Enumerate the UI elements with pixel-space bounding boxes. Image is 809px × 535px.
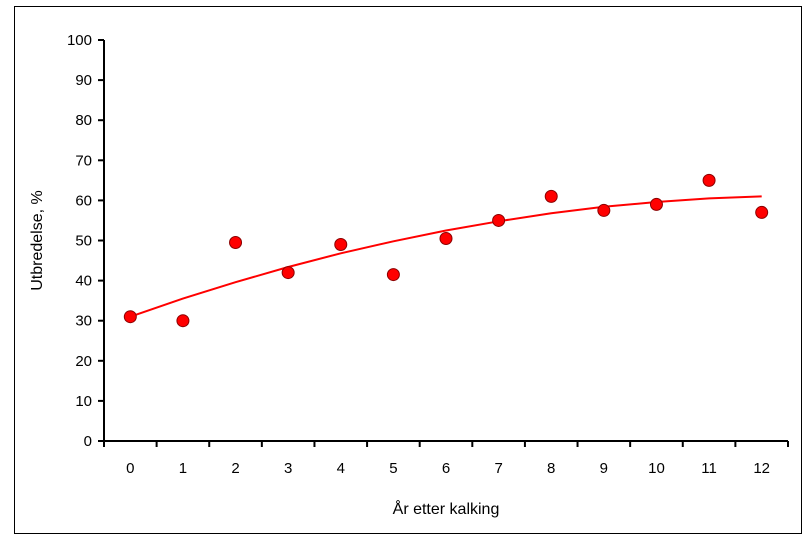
x-tick-label: 3 (284, 460, 292, 477)
data-point (123, 310, 137, 324)
trendline-layer (129, 195, 762, 318)
x-tick-label: 6 (442, 460, 450, 477)
data-point (281, 266, 295, 280)
y-tick-label: 70 (75, 152, 92, 169)
data-point (334, 238, 348, 252)
trendline (129, 195, 762, 318)
x-tick-label: 11 (701, 460, 717, 477)
y-tick-label: 40 (75, 273, 92, 290)
data-point (544, 189, 558, 203)
y-tick-label: 90 (75, 72, 92, 89)
x-tick-label: 4 (337, 460, 345, 477)
y-tick-label: 20 (75, 353, 92, 370)
y-tick-label: 50 (75, 233, 92, 250)
y-tick-label: 0 (84, 433, 92, 450)
y-tick-label: 80 (75, 112, 92, 129)
y-tick-label: 30 (75, 313, 92, 330)
y-tick-label: 10 (75, 393, 92, 410)
data-point (386, 268, 400, 282)
data-point (597, 203, 611, 217)
data-point (439, 231, 453, 245)
x-tick-label: 5 (389, 460, 397, 477)
x-tick-label: 0 (126, 460, 134, 477)
data-point (755, 205, 769, 219)
y-tick-label: 60 (75, 192, 92, 209)
chart-frame (14, 6, 802, 534)
data-points (123, 173, 769, 328)
y-tick-label: 100 (67, 32, 92, 49)
x-tick-label: 2 (231, 460, 239, 477)
x-tick-label: 12 (753, 460, 770, 477)
x-tick-label: 1 (179, 460, 187, 477)
x-axis-title: År etter kalking (393, 499, 500, 518)
x-tick-label: 8 (547, 460, 555, 477)
x-tick-label: 9 (600, 460, 608, 477)
x-tick-label: 7 (494, 460, 502, 477)
x-tick-label: 10 (648, 460, 665, 477)
data-point (492, 213, 506, 227)
data-point (649, 197, 663, 211)
data-point (702, 173, 716, 187)
data-point (176, 314, 190, 328)
data-point (229, 236, 243, 250)
y-axis-title: Utbredelse, % (29, 190, 46, 291)
